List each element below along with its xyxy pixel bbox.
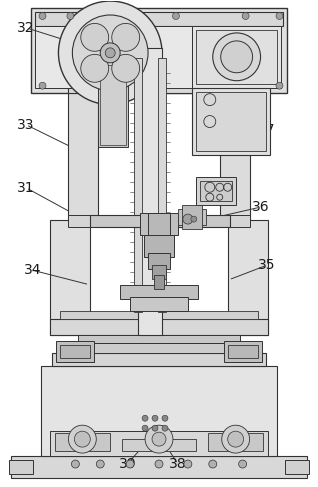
Text: 36: 36	[252, 200, 269, 214]
Circle shape	[152, 432, 166, 446]
Bar	[31, 8, 287, 93]
Bar	[57, 340, 94, 362]
Circle shape	[39, 13, 46, 19]
Circle shape	[209, 460, 217, 468]
Bar	[134, 58, 142, 312]
Circle shape	[74, 431, 90, 447]
Circle shape	[221, 41, 252, 73]
Bar	[98, 63, 128, 148]
Bar	[192, 26, 281, 88]
Circle shape	[67, 13, 74, 19]
Bar	[200, 181, 232, 201]
Bar	[152, 265, 166, 279]
Circle shape	[152, 415, 158, 421]
Bar	[158, 58, 166, 312]
Bar	[196, 177, 236, 205]
Bar	[286, 460, 309, 474]
Bar	[130, 297, 188, 311]
Circle shape	[172, 13, 179, 19]
Bar	[178, 209, 206, 225]
Text: 39: 39	[119, 457, 136, 471]
Bar	[78, 335, 240, 342]
Bar	[55, 433, 110, 451]
Bar	[182, 205, 202, 229]
Circle shape	[162, 415, 168, 421]
Bar	[35, 26, 192, 88]
Bar	[60, 311, 258, 318]
Text: 31: 31	[17, 181, 35, 195]
Bar	[40, 366, 278, 456]
Circle shape	[242, 13, 249, 19]
Circle shape	[155, 460, 163, 468]
Circle shape	[276, 13, 283, 19]
Circle shape	[276, 82, 283, 89]
Bar	[208, 433, 263, 451]
Bar	[35, 12, 283, 26]
Circle shape	[184, 460, 192, 468]
Text: 37: 37	[258, 123, 275, 136]
Bar	[62, 342, 256, 353]
Bar	[68, 215, 250, 227]
Bar	[9, 460, 32, 474]
Bar	[100, 65, 126, 146]
Bar	[148, 213, 170, 243]
Circle shape	[68, 425, 96, 453]
Circle shape	[96, 460, 104, 468]
Bar	[154, 275, 164, 289]
Text: 35: 35	[258, 258, 275, 272]
Circle shape	[126, 460, 134, 468]
Bar	[224, 340, 261, 362]
Text: 34: 34	[24, 263, 41, 277]
Bar	[228, 220, 267, 335]
Circle shape	[142, 415, 148, 421]
Bar	[51, 220, 90, 335]
Circle shape	[59, 1, 162, 105]
Bar	[68, 75, 250, 93]
Circle shape	[152, 425, 158, 431]
Circle shape	[112, 55, 140, 82]
Circle shape	[222, 425, 250, 453]
Circle shape	[73, 15, 148, 91]
Bar	[122, 439, 196, 451]
Circle shape	[39, 82, 46, 89]
Bar	[228, 345, 258, 358]
Bar	[196, 92, 266, 151]
Circle shape	[145, 425, 173, 453]
Circle shape	[213, 33, 260, 81]
Bar	[10, 456, 308, 478]
Text: 33: 33	[17, 118, 35, 131]
Bar	[68, 93, 98, 220]
Circle shape	[81, 55, 109, 82]
Bar	[51, 431, 267, 456]
Bar	[60, 345, 90, 358]
Bar	[120, 285, 198, 299]
Bar	[220, 93, 250, 220]
Circle shape	[100, 43, 120, 63]
Bar	[192, 88, 270, 155]
Bar	[140, 213, 178, 235]
Text: 38: 38	[169, 457, 187, 471]
Bar	[144, 235, 174, 257]
Circle shape	[238, 460, 247, 468]
Circle shape	[142, 425, 148, 431]
Bar	[148, 253, 170, 269]
Bar	[138, 48, 162, 335]
Bar	[51, 318, 267, 335]
Circle shape	[191, 216, 197, 222]
Text: 32: 32	[17, 21, 35, 35]
Circle shape	[183, 214, 193, 224]
Bar	[52, 353, 266, 366]
Bar	[90, 215, 230, 227]
Circle shape	[112, 23, 140, 51]
Bar	[196, 30, 278, 84]
Circle shape	[162, 425, 168, 431]
Circle shape	[81, 23, 109, 51]
Circle shape	[105, 48, 115, 58]
Circle shape	[71, 460, 80, 468]
Circle shape	[228, 431, 244, 447]
